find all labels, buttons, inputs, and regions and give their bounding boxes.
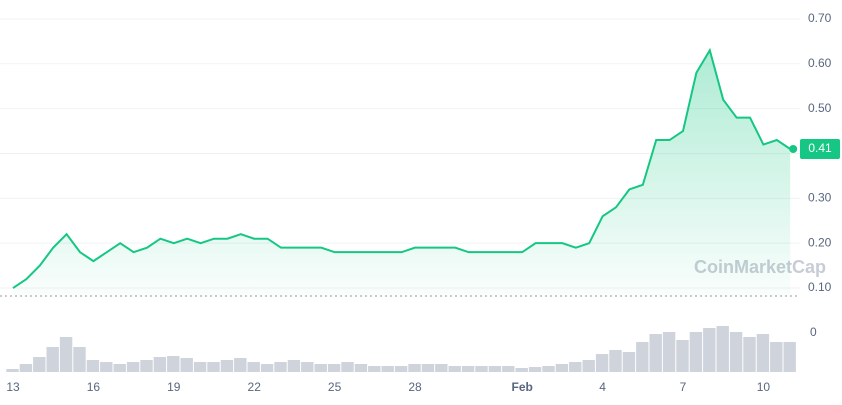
volume-bar bbox=[461, 366, 475, 372]
volume-bar bbox=[220, 360, 234, 372]
volume-bar bbox=[609, 350, 622, 372]
x-tick-label: 22 bbox=[248, 380, 262, 394]
x-tick-label: 13 bbox=[6, 380, 20, 394]
volume-bar bbox=[113, 364, 126, 372]
x-tick-label: 28 bbox=[408, 380, 422, 394]
x-tick-label: 4 bbox=[599, 380, 606, 394]
volume-bar bbox=[46, 347, 59, 372]
x-tick-label: 19 bbox=[167, 380, 181, 394]
x-tick-label: Feb bbox=[512, 380, 533, 394]
volume-bar bbox=[421, 364, 435, 372]
price-tag bbox=[800, 139, 840, 159]
volume-bar bbox=[207, 362, 220, 372]
volume-bar bbox=[408, 364, 421, 372]
volume-bar bbox=[502, 366, 515, 372]
y-tick-label: 0.70 bbox=[808, 11, 832, 25]
volume-bar bbox=[59, 337, 73, 372]
y-tick-label: 0.10 bbox=[808, 280, 832, 294]
x-tick-label: 25 bbox=[328, 380, 342, 394]
volume-bar bbox=[542, 366, 555, 372]
volume-bar bbox=[622, 352, 636, 372]
volume-bar bbox=[595, 354, 609, 372]
volume-bar bbox=[274, 362, 287, 372]
volume-bar bbox=[435, 364, 448, 372]
volume-bar bbox=[354, 364, 368, 372]
volume-bar bbox=[729, 332, 743, 372]
volume-bar bbox=[33, 357, 46, 372]
x-tick-label: 10 bbox=[757, 380, 771, 394]
volume-bar bbox=[716, 326, 729, 372]
volume-bar bbox=[73, 347, 86, 372]
volume-bar bbox=[247, 362, 260, 372]
volume-bar bbox=[234, 358, 247, 372]
volume-bar bbox=[260, 364, 274, 372]
last-point bbox=[789, 145, 798, 153]
volume-bar bbox=[488, 366, 502, 372]
volume-bar bbox=[448, 366, 461, 372]
volume-bar bbox=[140, 360, 153, 372]
y-tick-label: 0.50 bbox=[808, 101, 832, 115]
x-tick-label: 16 bbox=[87, 380, 101, 394]
volume-bar bbox=[287, 360, 301, 372]
volume-bar bbox=[126, 362, 140, 372]
price-line bbox=[12, 47, 791, 289]
volume-bar bbox=[341, 362, 354, 372]
volume-bar bbox=[569, 362, 582, 372]
volume-bar bbox=[676, 340, 689, 372]
volume-bar bbox=[368, 366, 381, 372]
volume-bar bbox=[193, 362, 207, 372]
volume-bar bbox=[180, 358, 193, 372]
volume-bar bbox=[515, 368, 528, 372]
y-tick-label: 0.60 bbox=[808, 56, 832, 70]
x-tick-label: 7 bbox=[680, 380, 687, 394]
volume-bar bbox=[167, 356, 180, 372]
price-area bbox=[13, 50, 791, 298]
volume-bar bbox=[649, 334, 662, 372]
volume-bar bbox=[703, 328, 716, 372]
volume-bar bbox=[100, 362, 113, 372]
y-tick-label: 0.30 bbox=[808, 191, 832, 205]
volume-bar bbox=[394, 366, 408, 372]
volume-bar bbox=[770, 342, 783, 372]
volume-bar bbox=[381, 366, 394, 372]
price-tag-label: 0.41 bbox=[808, 141, 832, 155]
volume-bar bbox=[475, 366, 488, 372]
y-tick-label: 0 bbox=[810, 325, 817, 339]
volume-bar bbox=[301, 362, 314, 372]
volume-bar bbox=[689, 332, 703, 372]
volume-bar bbox=[153, 357, 167, 372]
volume-bar bbox=[783, 342, 796, 372]
volume-bar bbox=[662, 332, 676, 372]
volume-bar bbox=[756, 334, 770, 372]
volume-bar bbox=[86, 360, 100, 372]
volume-bar bbox=[743, 337, 756, 372]
volume-bar bbox=[555, 364, 569, 372]
volume-bar bbox=[19, 364, 33, 372]
volume-bar bbox=[636, 342, 649, 372]
y-tick-label: 0.20 bbox=[808, 235, 832, 249]
volume-bar bbox=[327, 364, 341, 372]
volume-bar bbox=[582, 360, 595, 372]
volume-bar bbox=[6, 369, 19, 372]
volume-bar bbox=[528, 367, 542, 372]
volume-bar bbox=[314, 364, 327, 372]
